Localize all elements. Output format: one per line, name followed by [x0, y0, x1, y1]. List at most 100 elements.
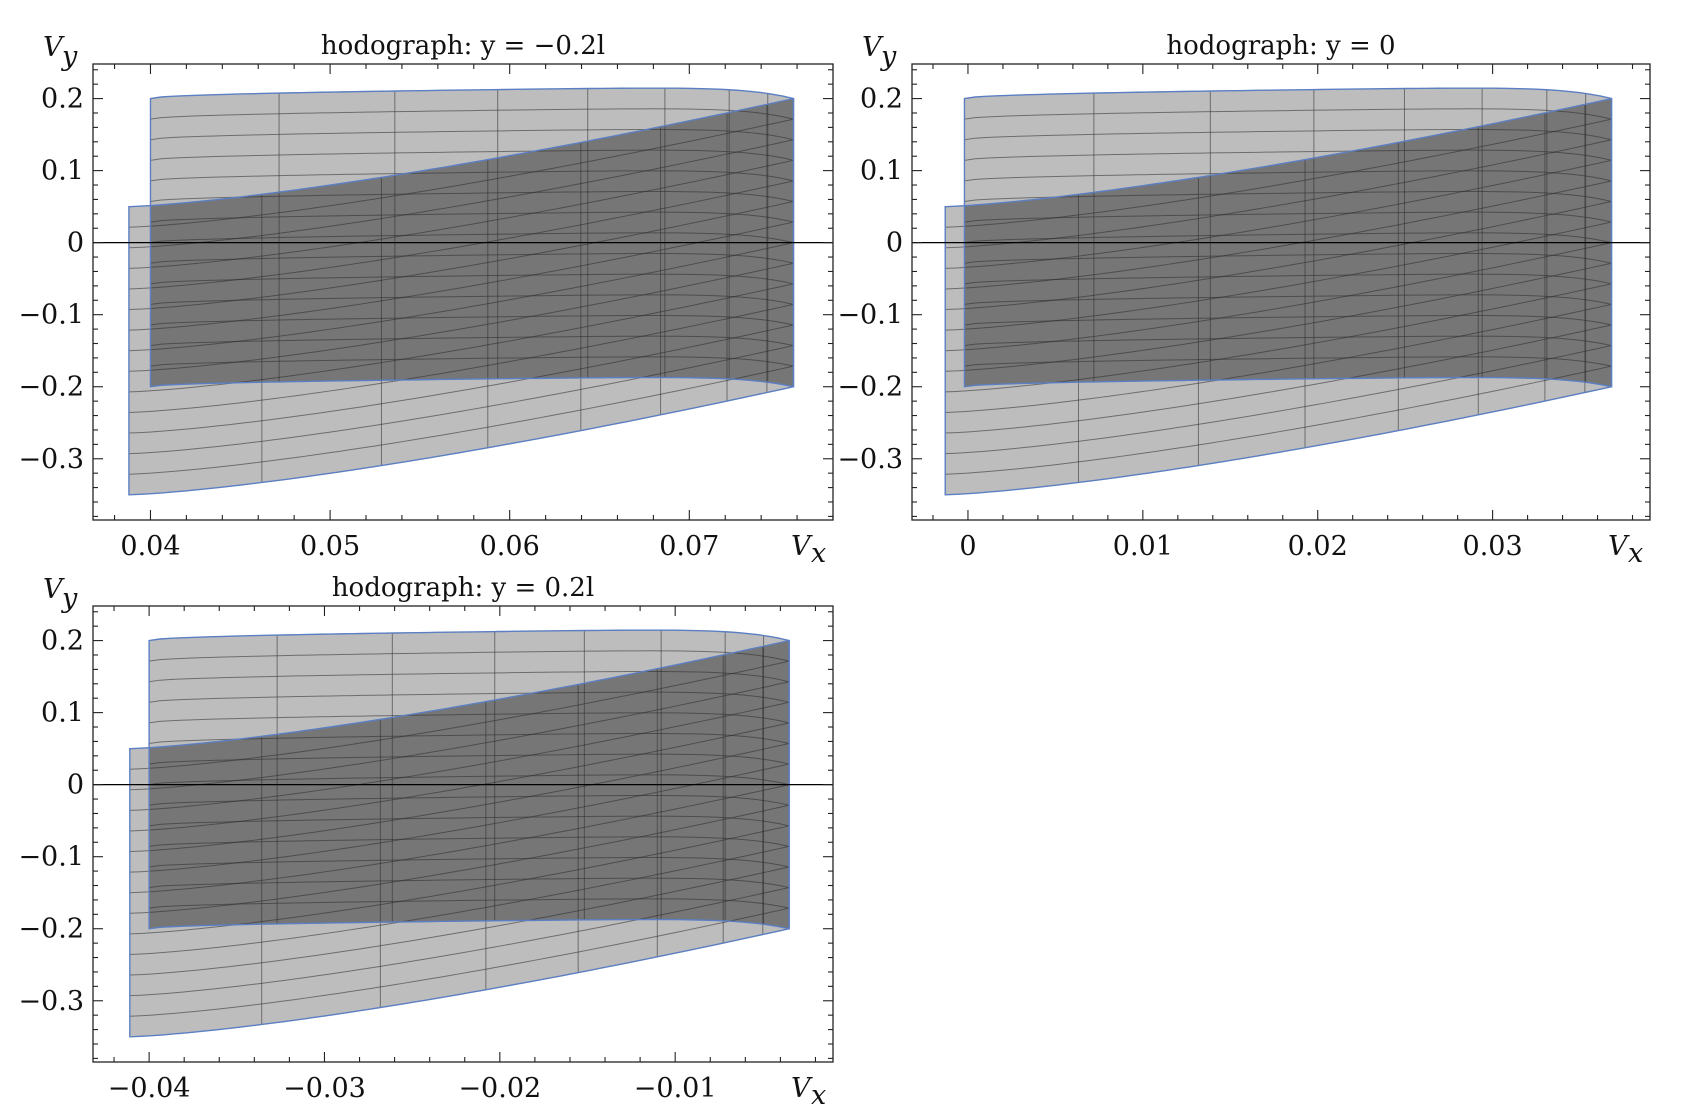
mesh-line	[945, 180, 1612, 290]
mesh-line	[150, 149, 794, 161]
x-axis-label: V	[791, 1073, 813, 1104]
y-tick-label: 0.1	[41, 156, 84, 187]
mesh-line	[129, 784, 790, 894]
mesh-line	[964, 170, 1612, 182]
mesh-line	[149, 794, 790, 806]
mesh-line	[964, 211, 1612, 223]
mesh-line	[964, 128, 1612, 141]
mesh-line	[150, 273, 794, 285]
x-axis-label: V	[1608, 531, 1630, 562]
mesh-line	[150, 232, 794, 244]
mesh-line	[129, 660, 790, 770]
mesh-line	[150, 252, 794, 264]
mesh-line	[149, 877, 790, 889]
y-axis-label: V	[862, 32, 884, 63]
mesh-line	[128, 201, 794, 311]
mesh-line	[149, 650, 790, 662]
mesh-line	[128, 345, 794, 455]
front-band-outline	[129, 639, 790, 1038]
x-tick-label: −0.01	[634, 1073, 717, 1104]
mesh-line	[129, 681, 790, 791]
y-tick-label: −0.3	[837, 444, 903, 475]
y-tick-label: −0.3	[18, 986, 84, 1017]
y-tick-label: 0.2	[860, 84, 903, 115]
mesh-line	[964, 335, 1612, 347]
x-axis-label-sub: x	[811, 1080, 826, 1111]
mesh-line	[129, 763, 790, 873]
mesh-line	[964, 149, 1612, 161]
mesh-line	[129, 701, 790, 811]
mesh-line	[129, 887, 790, 997]
y-tick-label: −0.2	[18, 372, 84, 403]
chart-title: hodograph: y = −0.2l	[321, 31, 605, 61]
chart-title: hodograph: y = 0.2l	[332, 573, 594, 603]
y-tick-label: −0.2	[18, 914, 84, 945]
y-tick-label: 0	[67, 228, 84, 259]
mesh-line	[149, 774, 790, 786]
chart-title: hodograph: y = 0	[1166, 31, 1395, 61]
mesh-line	[129, 907, 790, 1017]
mesh-line	[149, 732, 790, 744]
mesh-line	[150, 211, 794, 223]
x-tick-label: −0.04	[108, 1073, 191, 1104]
mesh-line	[128, 262, 794, 372]
mesh-line	[149, 691, 790, 703]
mesh-line	[964, 273, 1612, 285]
mesh-line	[945, 139, 1612, 249]
mesh-line	[150, 190, 794, 202]
y-tick-label: 0.2	[41, 84, 84, 115]
mesh-line	[128, 324, 794, 434]
mesh-line	[964, 252, 1612, 264]
mesh-line	[945, 303, 1612, 413]
plot-frame	[92, 605, 834, 1063]
mesh-line	[945, 242, 1612, 352]
mesh-line	[128, 221, 794, 331]
x-tick-label: 0.07	[659, 531, 719, 562]
mesh-line	[945, 365, 1612, 475]
x-axis-label: V	[791, 531, 813, 562]
mesh-line	[150, 315, 794, 326]
mesh-line	[150, 108, 794, 120]
plot-frame	[92, 63, 834, 521]
mesh-line	[149, 898, 790, 909]
y-tick-label: −0.1	[837, 300, 903, 331]
front-band-outline	[128, 97, 795, 496]
x-tick-label: 0.04	[120, 531, 180, 562]
y-tick-label: 0.1	[41, 698, 84, 729]
mesh-line	[945, 118, 1612, 228]
chart-panel-3: −0.04 −0.03 −0.02 −0.01 0.2 0.1 0 −0.1 −0.2 −0.3 h…	[18, 573, 834, 1111]
mesh-line	[945, 262, 1612, 372]
x-axis-label-sub: x	[1628, 538, 1643, 569]
mesh-line	[945, 201, 1612, 311]
y-tick-label: 0	[886, 228, 903, 259]
mesh-line	[128, 242, 794, 352]
y-axis-label-sub: y	[61, 583, 78, 614]
x-tick-label: 0.02	[1288, 531, 1348, 562]
plot-area	[944, 87, 1613, 496]
mesh-line	[150, 356, 794, 367]
y-tick-label: −0.1	[18, 842, 84, 873]
y-tick-label: −0.2	[837, 372, 903, 403]
mesh-line	[964, 108, 1612, 120]
mesh-line	[128, 180, 794, 290]
x-tick-label: 0	[959, 531, 976, 562]
plot-area	[129, 629, 790, 1038]
x-tick-label: 0.01	[1113, 531, 1173, 562]
x-tick-label: 0.06	[480, 531, 540, 562]
x-tick-label: 0.03	[1463, 531, 1523, 562]
mesh-line	[150, 294, 794, 305]
mesh-line	[150, 335, 794, 347]
y-tick-label: 0	[67, 770, 84, 801]
mesh-line	[129, 845, 790, 955]
chart-panel-2: 0 0.01 0.02 0.03 0.2 0.1 0 −0.1 −0.2 −0.3 hodograp…	[837, 31, 1651, 569]
y-axis-label-sub: y	[880, 41, 897, 72]
x-tick-label: −0.03	[283, 1073, 366, 1104]
mesh-line	[149, 753, 790, 765]
mesh-line	[964, 190, 1612, 202]
mesh-line	[945, 324, 1612, 434]
plot-area	[128, 87, 795, 496]
y-tick-label: −0.1	[18, 300, 84, 331]
mesh-line	[964, 356, 1612, 367]
mesh-line	[964, 315, 1612, 326]
mesh-line	[129, 804, 790, 914]
